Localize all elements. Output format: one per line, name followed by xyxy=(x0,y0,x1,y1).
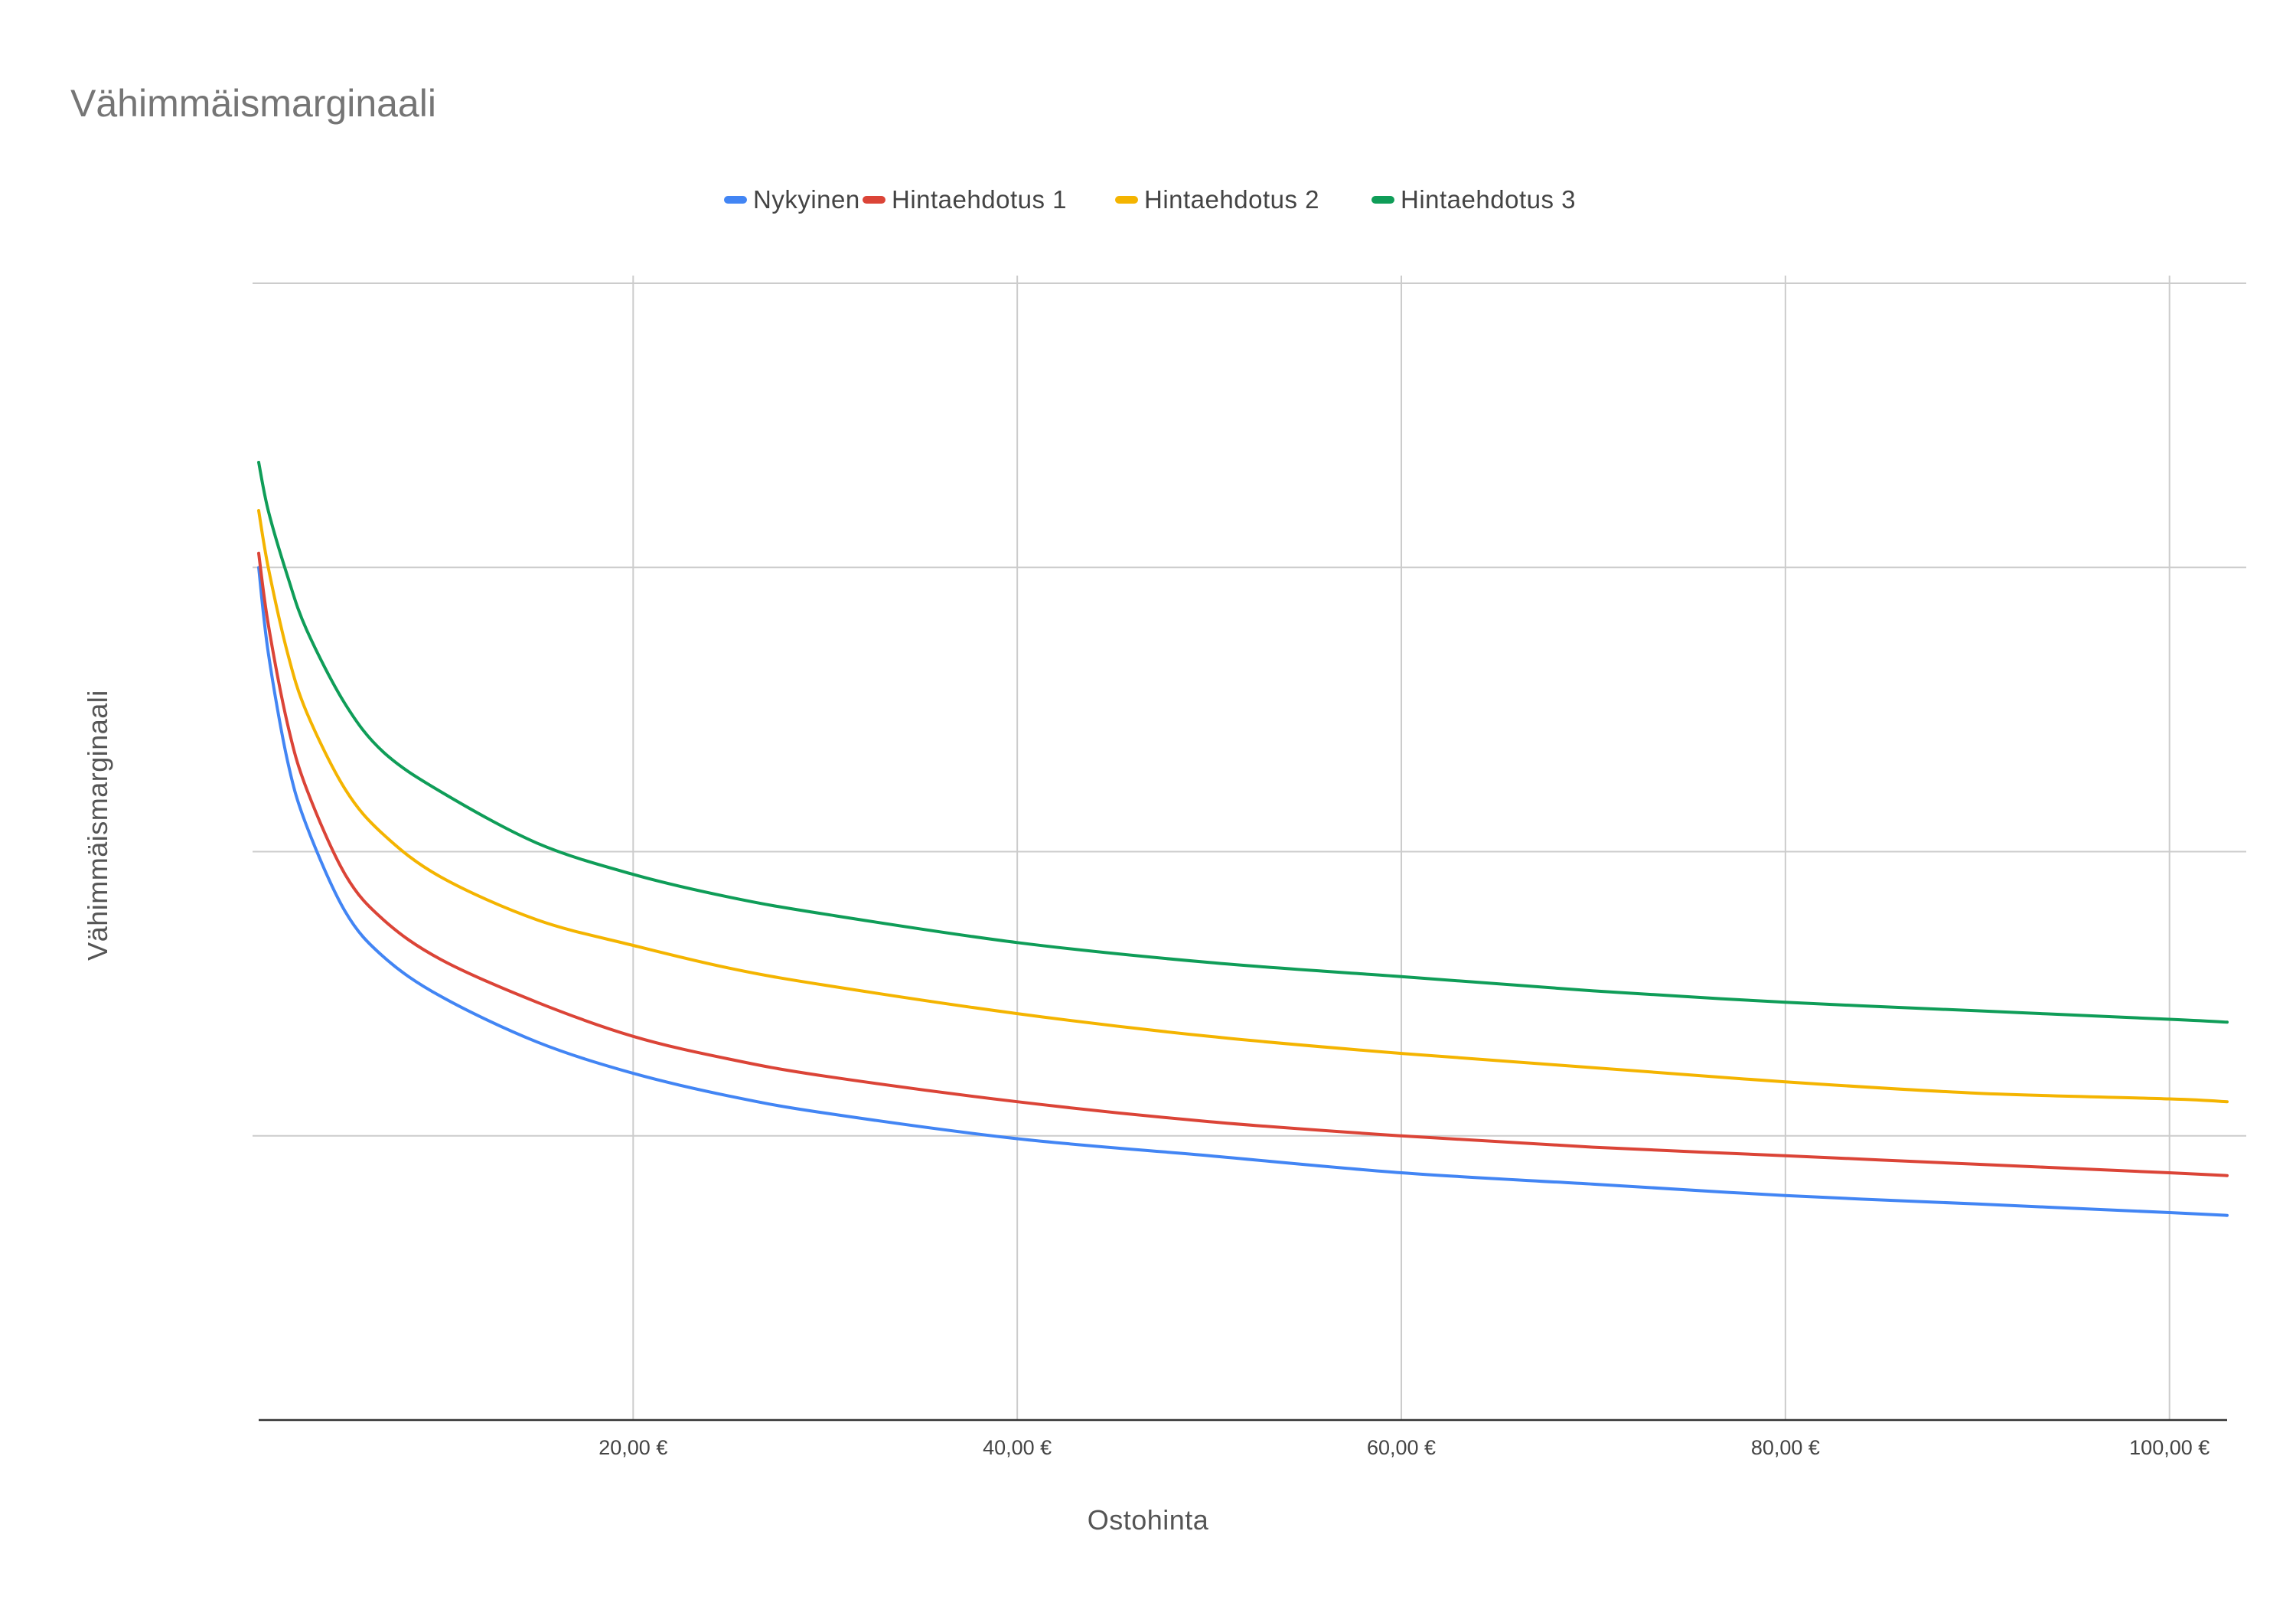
legend: Nykyinen Hintaehdotus 1 Hintaehdotus 2 H… xyxy=(0,181,2296,219)
legend-label: Hintaehdotus 3 xyxy=(1401,185,1576,214)
x-tick-label: 20,00 € xyxy=(598,1436,667,1459)
series-line-3 xyxy=(257,460,2229,1024)
legend-swatch xyxy=(1115,196,1138,204)
series-line-1 xyxy=(257,551,2229,1177)
gridlines xyxy=(253,276,2246,1420)
x-tick-label: 60,00 € xyxy=(1367,1436,1436,1459)
legend-label: Hintaehdotus 1 xyxy=(892,185,1067,214)
legend-item-nykyinen[interactable]: Nykyinen xyxy=(724,181,860,219)
x-axis-title: Ostohinta xyxy=(1087,1504,1209,1536)
x-tick-label: 40,00 € xyxy=(983,1436,1052,1459)
legend-swatch xyxy=(1371,196,1394,204)
legend-label: Hintaehdotus 2 xyxy=(1144,185,1319,214)
x-tick-label: 80,00 € xyxy=(1751,1436,1820,1459)
chart-title: Vähimmäismarginaali xyxy=(70,82,436,125)
series-line-0 xyxy=(257,566,2229,1217)
y-axis-title: Vähimmäismarginaali xyxy=(82,690,113,961)
legend-label: Nykyinen xyxy=(753,185,860,214)
legend-swatch xyxy=(724,196,747,204)
series-line-2 xyxy=(257,509,2229,1104)
x-tick-label: 100,00 € xyxy=(2129,1436,2210,1459)
legend-item-hintaehdotus-1[interactable]: Hintaehdotus 1 xyxy=(863,181,1067,219)
legend-swatch xyxy=(863,196,885,204)
x-tick-labels: 20,00 € 40,00 € 60,00 € 80,00 € 100,00 € xyxy=(598,1436,2210,1459)
legend-item-hintaehdotus-3[interactable]: Hintaehdotus 3 xyxy=(1371,181,1576,219)
series-lines xyxy=(257,460,2229,1217)
legend-item-hintaehdotus-2[interactable]: Hintaehdotus 2 xyxy=(1115,181,1319,219)
